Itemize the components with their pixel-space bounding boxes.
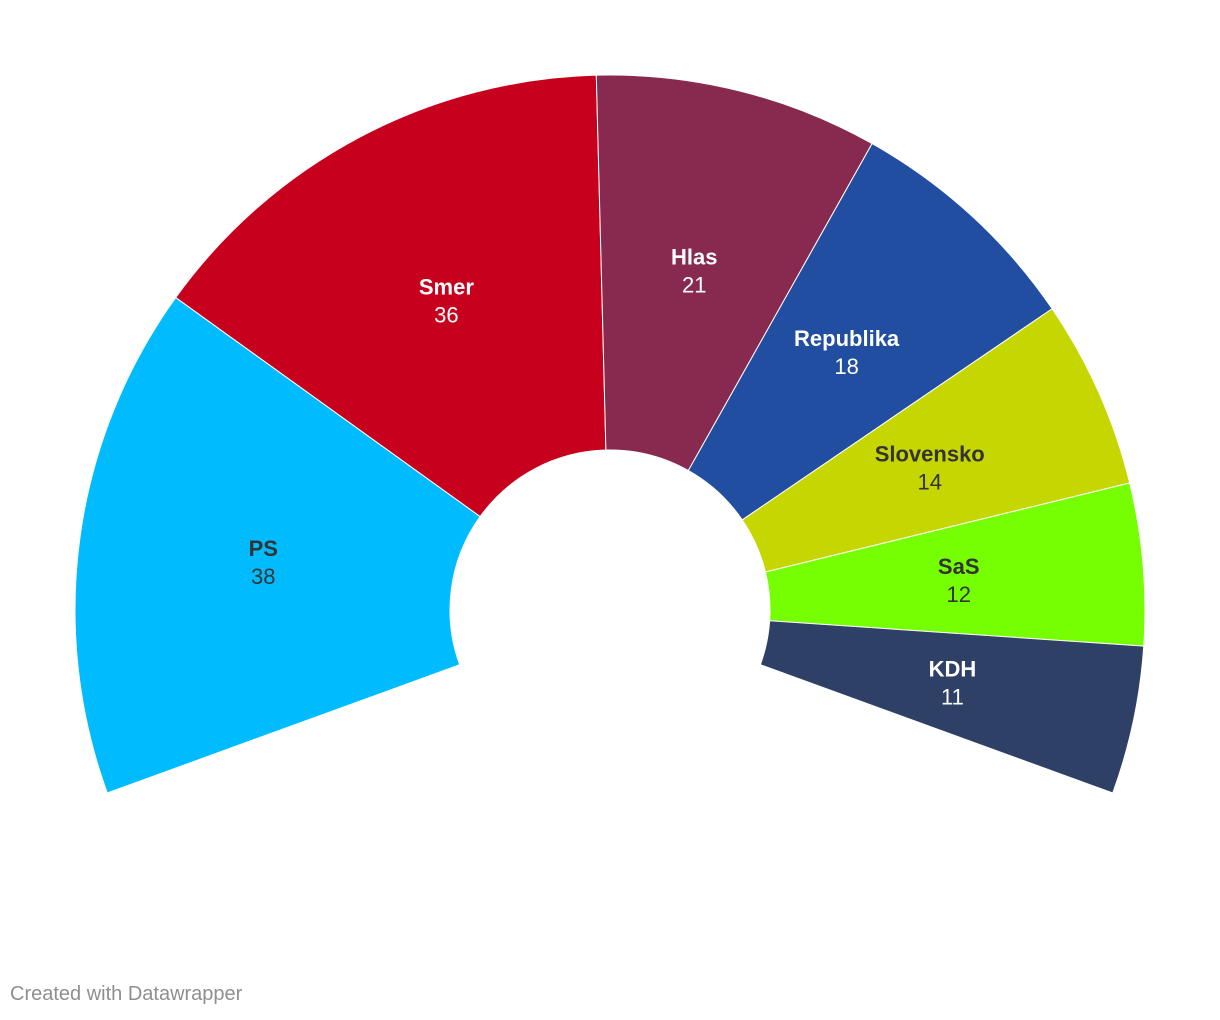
segment-label-value: 36 bbox=[434, 303, 458, 328]
chart-segments bbox=[74, 74, 1146, 794]
segment-label-value: 18 bbox=[834, 354, 858, 379]
segment-label-name: KDH bbox=[929, 656, 977, 681]
footer-credit[interactable]: Created with Datawrapper bbox=[10, 983, 243, 1005]
segment-label-name: Hlas bbox=[671, 244, 717, 269]
segment-label-name: Republika bbox=[794, 326, 900, 351]
segment-ps[interactable] bbox=[74, 296, 481, 794]
segment-label-name: SaS bbox=[938, 554, 980, 579]
segment-label-value: 38 bbox=[251, 564, 275, 589]
segment-label-value: 12 bbox=[946, 582, 970, 607]
segment-republika[interactable] bbox=[687, 142, 1053, 521]
segment-kdh[interactable] bbox=[759, 620, 1145, 794]
segment-smer[interactable] bbox=[175, 74, 607, 518]
segment-label-name: PS bbox=[249, 536, 278, 561]
parliament-chart: PS 38 Smer 36 Hlas 21 Republika 18 Slovensko 14 Sa… bbox=[74, 74, 1146, 794]
segment-hlas[interactable] bbox=[595, 74, 873, 472]
segment-label-value: 14 bbox=[917, 470, 941, 495]
segment-label-name: Slovensko bbox=[875, 442, 985, 467]
segment-label-value: 11 bbox=[941, 684, 964, 709]
segment-label-value: 21 bbox=[682, 272, 706, 297]
chart-labels: PS 38 Smer 36 Hlas 21 Republika 18 Slovensko 14 Sa… bbox=[249, 244, 985, 709]
segment-label-name: Smer bbox=[419, 275, 474, 300]
